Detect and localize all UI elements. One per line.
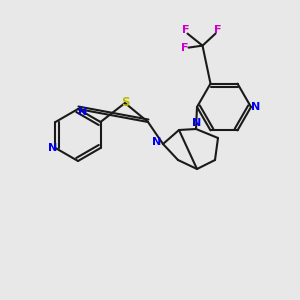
Text: N: N [192,118,202,128]
Text: F: F [214,25,221,34]
Text: N: N [152,137,162,147]
Text: N: N [78,107,88,117]
Text: F: F [182,25,189,34]
Text: N: N [251,102,261,112]
Text: N: N [48,143,57,153]
Text: F: F [181,43,188,52]
Text: S: S [121,95,129,109]
